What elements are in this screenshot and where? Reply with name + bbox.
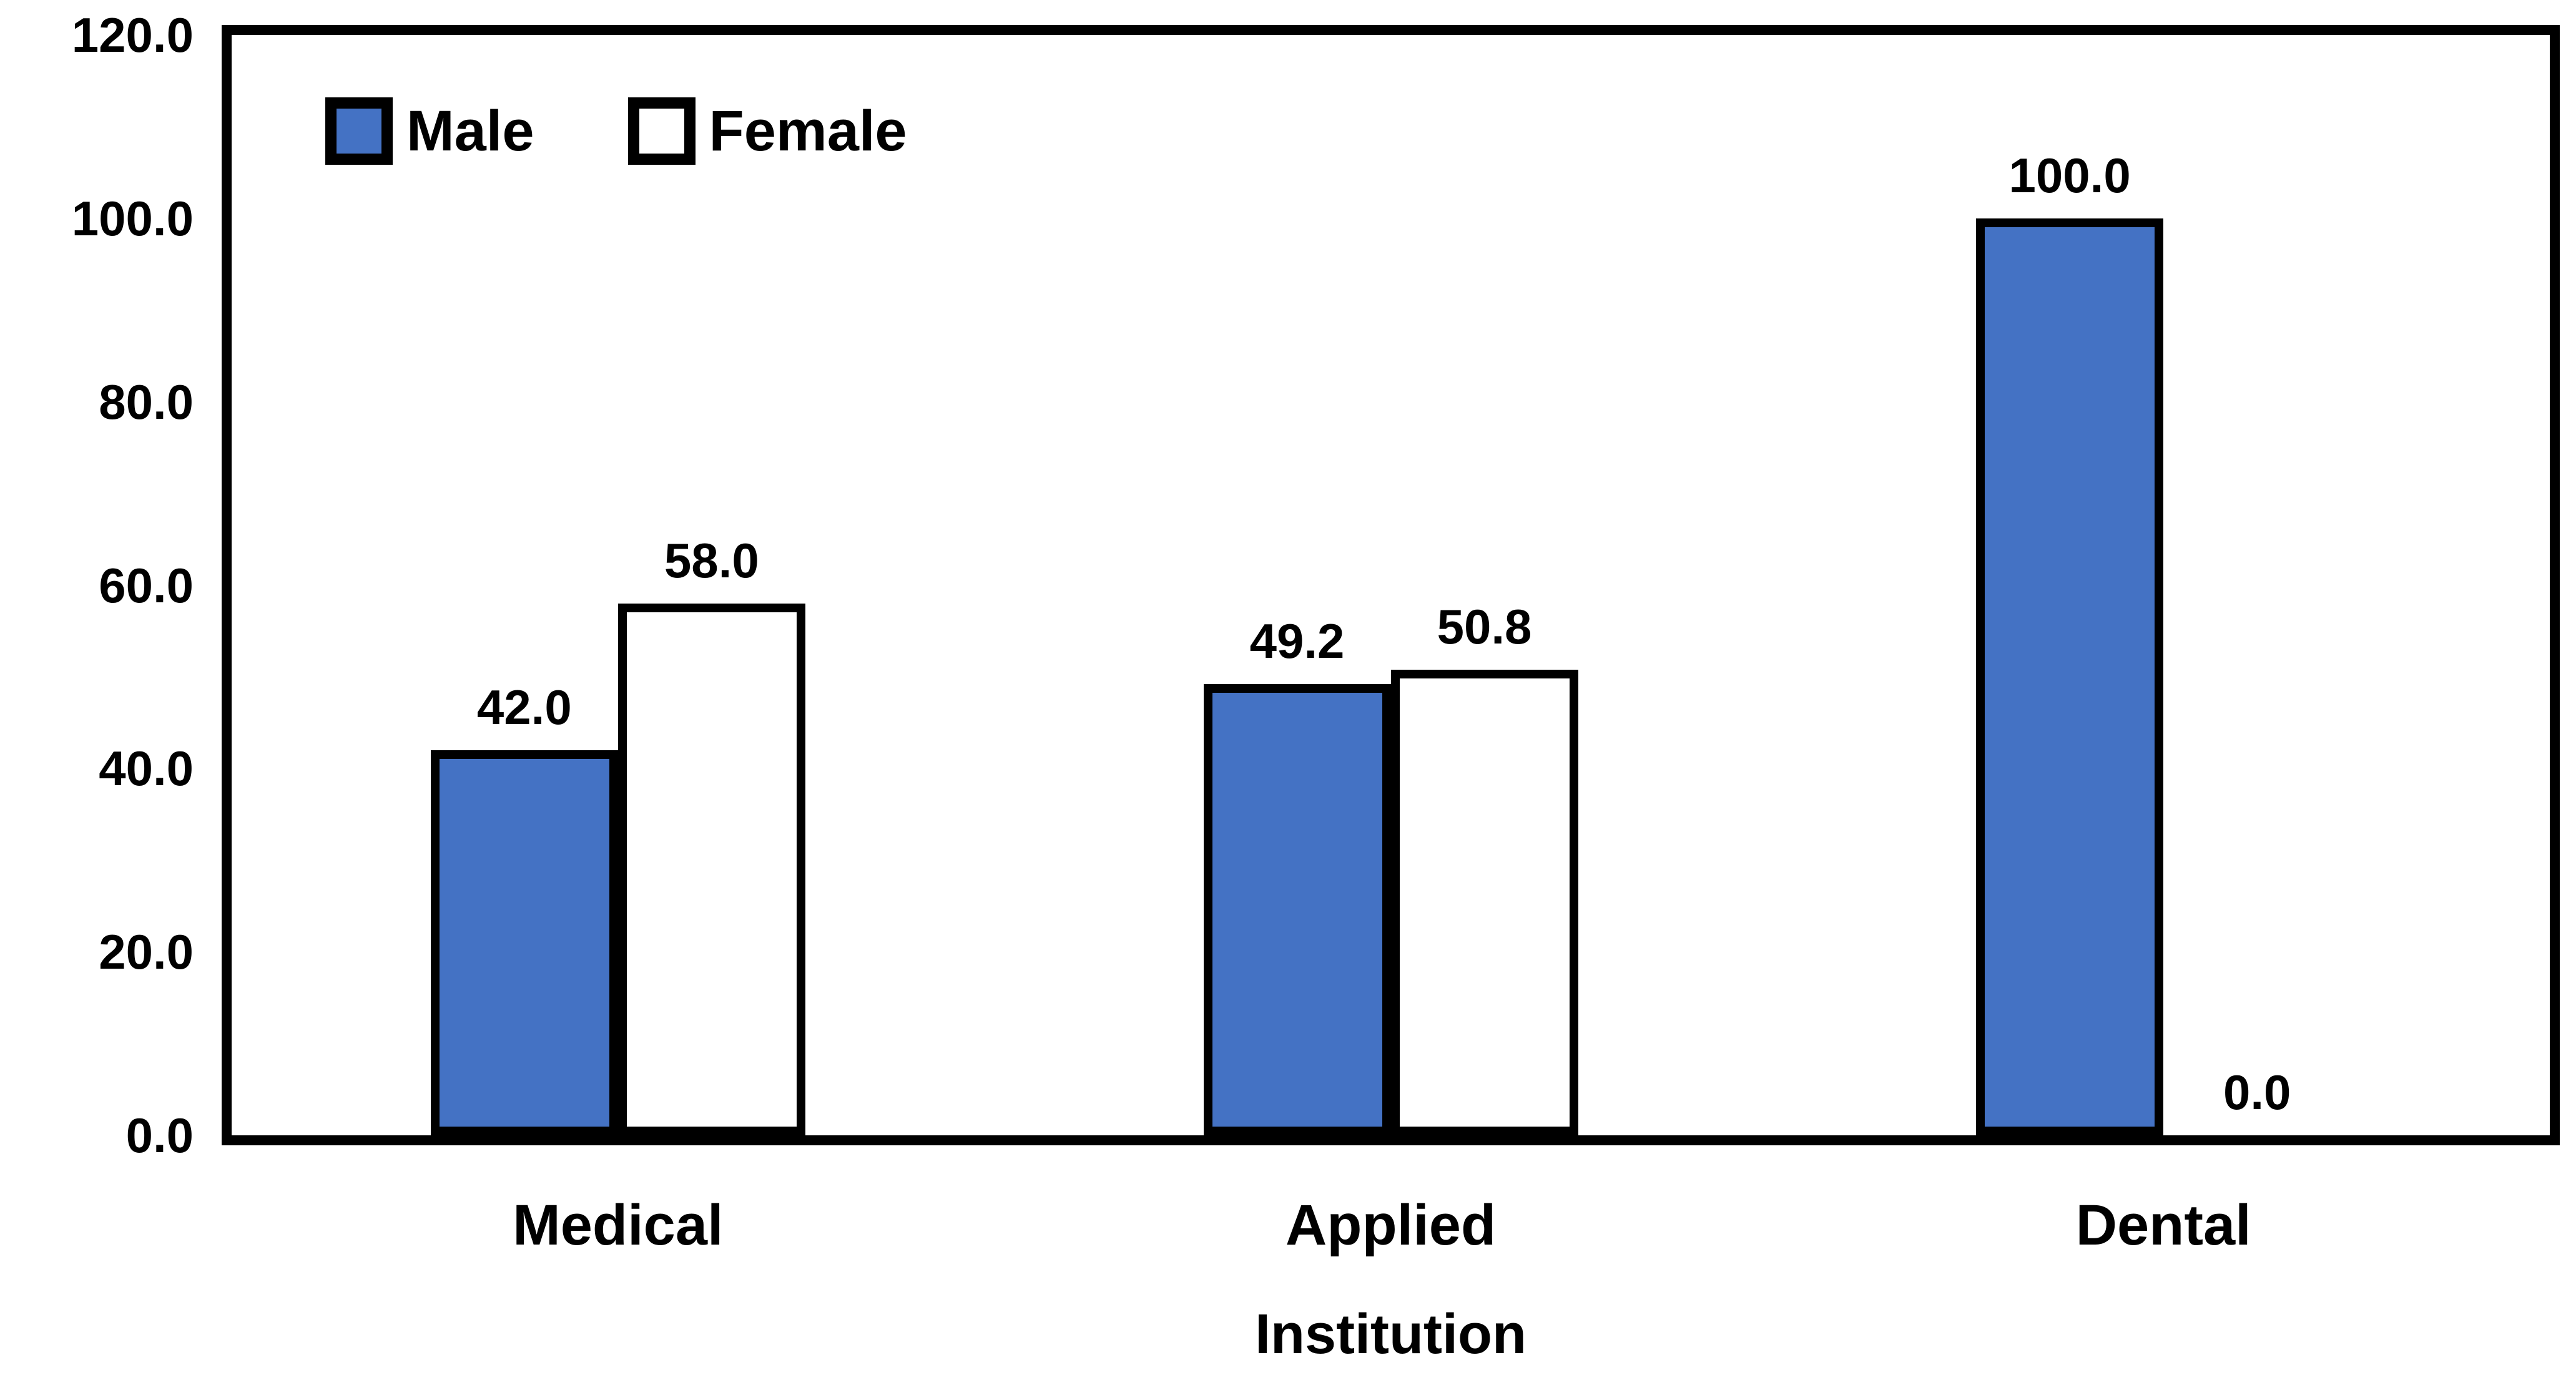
y-axis-tick-label: 120.0 (71, 7, 194, 62)
x-axis-label-applied: Applied (1285, 1193, 1497, 1257)
data-label-medical-female: 58.0 (664, 533, 759, 588)
x-axis-label-medical: Medical (513, 1193, 724, 1257)
legend-item-male: Male (325, 97, 534, 165)
y-axis-tick-label: 0.0 (125, 1108, 194, 1163)
legend-swatch-male-icon (325, 97, 393, 165)
bar-medical-male (430, 750, 618, 1135)
legend-swatch-female-icon (627, 97, 696, 165)
bar-applied-male (1203, 684, 1391, 1135)
legend: Male Female (325, 97, 907, 165)
legend-label: Male (406, 99, 534, 163)
y-axis-tick-label: 60.0 (99, 557, 194, 613)
legend-item-female: Female (627, 97, 907, 165)
data-label-medical-male: 42.0 (476, 680, 572, 735)
y-axis-tick-label: 20.0 (99, 924, 194, 980)
bar-medical-female (617, 604, 805, 1135)
y-axis-tick-label: 80.0 (99, 374, 194, 429)
data-label-dental-male: 100.0 (2008, 148, 2131, 203)
bar-dental-male (1976, 218, 2164, 1135)
y-axis-tick-label: 100.0 (71, 190, 194, 246)
x-axis-label-dental: Dental (2075, 1193, 2251, 1257)
y-axis-tick-label: 40.0 (99, 741, 194, 796)
data-label-applied-female: 50.8 (1437, 599, 1532, 654)
x-axis-title: Institution (1255, 1303, 1526, 1366)
legend-label: Female (709, 99, 907, 163)
data-label-applied-male: 49.2 (1249, 614, 1345, 668)
bar-applied-female (1390, 670, 1578, 1135)
data-label-dental-female: 0.0 (2223, 1065, 2291, 1120)
plot-area: Male Female 42.0 58.0 49.2 50.8 100.0 0.0 (222, 25, 2560, 1145)
